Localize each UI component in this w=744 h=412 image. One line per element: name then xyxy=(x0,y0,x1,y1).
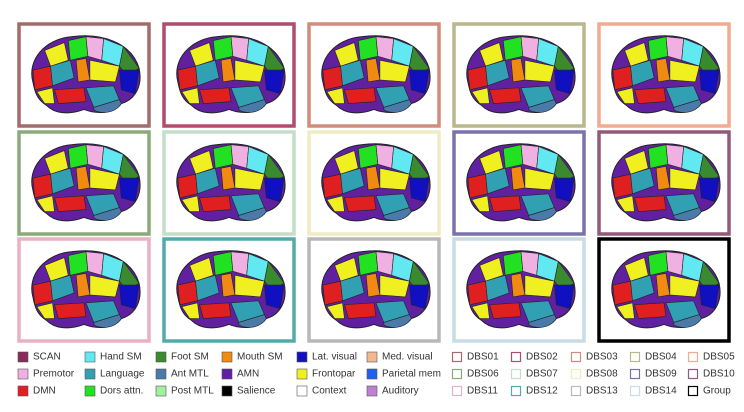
brain-image xyxy=(466,35,576,114)
legend-swatch xyxy=(451,351,463,363)
brain-image xyxy=(466,143,576,222)
legend-label: DBS08 xyxy=(586,369,618,380)
legend-swatch xyxy=(510,351,522,363)
legend-swatch xyxy=(451,368,463,380)
panel-frame xyxy=(17,22,151,128)
legend-swatch xyxy=(570,368,582,380)
legend-swatch xyxy=(687,368,699,380)
legend-swatch xyxy=(155,368,167,380)
legend-label: Auditory xyxy=(382,386,419,397)
panel-frame xyxy=(307,22,441,128)
legend-swatch xyxy=(629,351,641,363)
legend-label: AMN xyxy=(237,369,259,380)
legend-label: DBS11 xyxy=(467,386,498,397)
brain-image xyxy=(611,35,721,114)
legend-swatch xyxy=(510,385,522,397)
legend-label: DBS06 xyxy=(467,369,499,380)
legend-label: Ant MTL xyxy=(171,369,209,380)
legend-label: DBS04 xyxy=(645,352,677,363)
legend-label: DBS13 xyxy=(586,386,618,397)
legend: SCAN Premotor DMN Hand SM Language Dors attn.… xyxy=(17,351,735,397)
panel-frame xyxy=(597,130,731,236)
brain-image xyxy=(466,250,576,329)
brain-image xyxy=(611,143,721,222)
legend-label: DBS07 xyxy=(526,369,558,380)
legend-label: Dors attn. xyxy=(100,386,143,397)
legend-swatch xyxy=(451,385,463,397)
brain-image xyxy=(611,250,721,329)
legend-label: Post MTL xyxy=(171,386,214,397)
brain-image xyxy=(176,250,286,329)
legend-swatch xyxy=(629,385,641,397)
legend-label: Language xyxy=(100,369,145,380)
panel-frame xyxy=(17,237,151,343)
panel-frame xyxy=(597,22,731,128)
brain-image xyxy=(321,143,431,222)
legend-swatch xyxy=(84,351,96,363)
panel-frame xyxy=(452,22,586,128)
brain-image xyxy=(321,250,431,329)
panel-frame xyxy=(17,130,151,236)
legend-swatch xyxy=(510,368,522,380)
brain-image xyxy=(31,143,141,222)
legend-label: Parietal mem xyxy=(382,369,441,380)
panels xyxy=(17,22,731,343)
legend-swatch xyxy=(366,351,378,363)
brain-image xyxy=(321,35,431,114)
legend-swatch xyxy=(84,385,96,397)
legend-label: Hand SM xyxy=(100,352,142,363)
legend-label: DBS05 xyxy=(703,352,735,363)
legend-label: DBS14 xyxy=(645,386,677,397)
panel-frame xyxy=(452,237,586,343)
legend-label: DBS03 xyxy=(586,352,618,363)
legend-swatch xyxy=(687,351,699,363)
legend-swatch xyxy=(221,351,233,363)
legend-label: DBS10 xyxy=(703,369,735,380)
legend-label: Med. visual xyxy=(382,352,433,363)
legend-swatch xyxy=(17,385,29,397)
legend-swatch xyxy=(17,351,29,363)
brain-image xyxy=(31,35,141,114)
legend-swatch xyxy=(17,368,29,380)
legend-swatch xyxy=(221,368,233,380)
panel-frame xyxy=(597,237,731,343)
legend-swatch xyxy=(221,385,233,397)
legend-label: DBS01 xyxy=(467,352,499,363)
legend-swatch xyxy=(629,368,641,380)
legend-swatch xyxy=(570,351,582,363)
legend-label: Salience xyxy=(237,386,276,397)
legend-label: Frontopar xyxy=(312,369,356,380)
legend-swatch xyxy=(366,385,378,397)
legend-swatch xyxy=(84,368,96,380)
legend-label: SCAN xyxy=(33,352,61,363)
legend-label: Foot SM xyxy=(171,352,209,363)
panel-frame xyxy=(162,130,296,236)
panel-frame xyxy=(452,130,586,236)
legend-swatch xyxy=(366,368,378,380)
brain-image xyxy=(31,250,141,329)
legend-label: Lat. visual xyxy=(312,352,357,363)
legend-label: DBS12 xyxy=(526,386,558,397)
panel-frame xyxy=(162,22,296,128)
legend-swatch xyxy=(155,351,167,363)
legend-label: DBS02 xyxy=(526,352,558,363)
panel-frame xyxy=(162,237,296,343)
legend-swatch xyxy=(296,368,308,380)
legend-label: DBS09 xyxy=(645,369,677,380)
legend-swatch xyxy=(687,385,699,397)
legend-swatch xyxy=(570,385,582,397)
legend-label: Premotor xyxy=(33,369,75,380)
legend-label: DMN xyxy=(33,386,56,397)
legend-label: Group xyxy=(703,386,731,397)
panel-frame xyxy=(307,130,441,236)
legend-label: Mouth SM xyxy=(237,352,283,363)
legend-swatch xyxy=(155,385,167,397)
brain-image xyxy=(176,143,286,222)
legend-label: Context xyxy=(312,386,347,397)
legend-swatch xyxy=(296,385,308,397)
panel-frame xyxy=(307,237,441,343)
legend-swatch xyxy=(296,351,308,363)
brain-image xyxy=(176,35,286,114)
